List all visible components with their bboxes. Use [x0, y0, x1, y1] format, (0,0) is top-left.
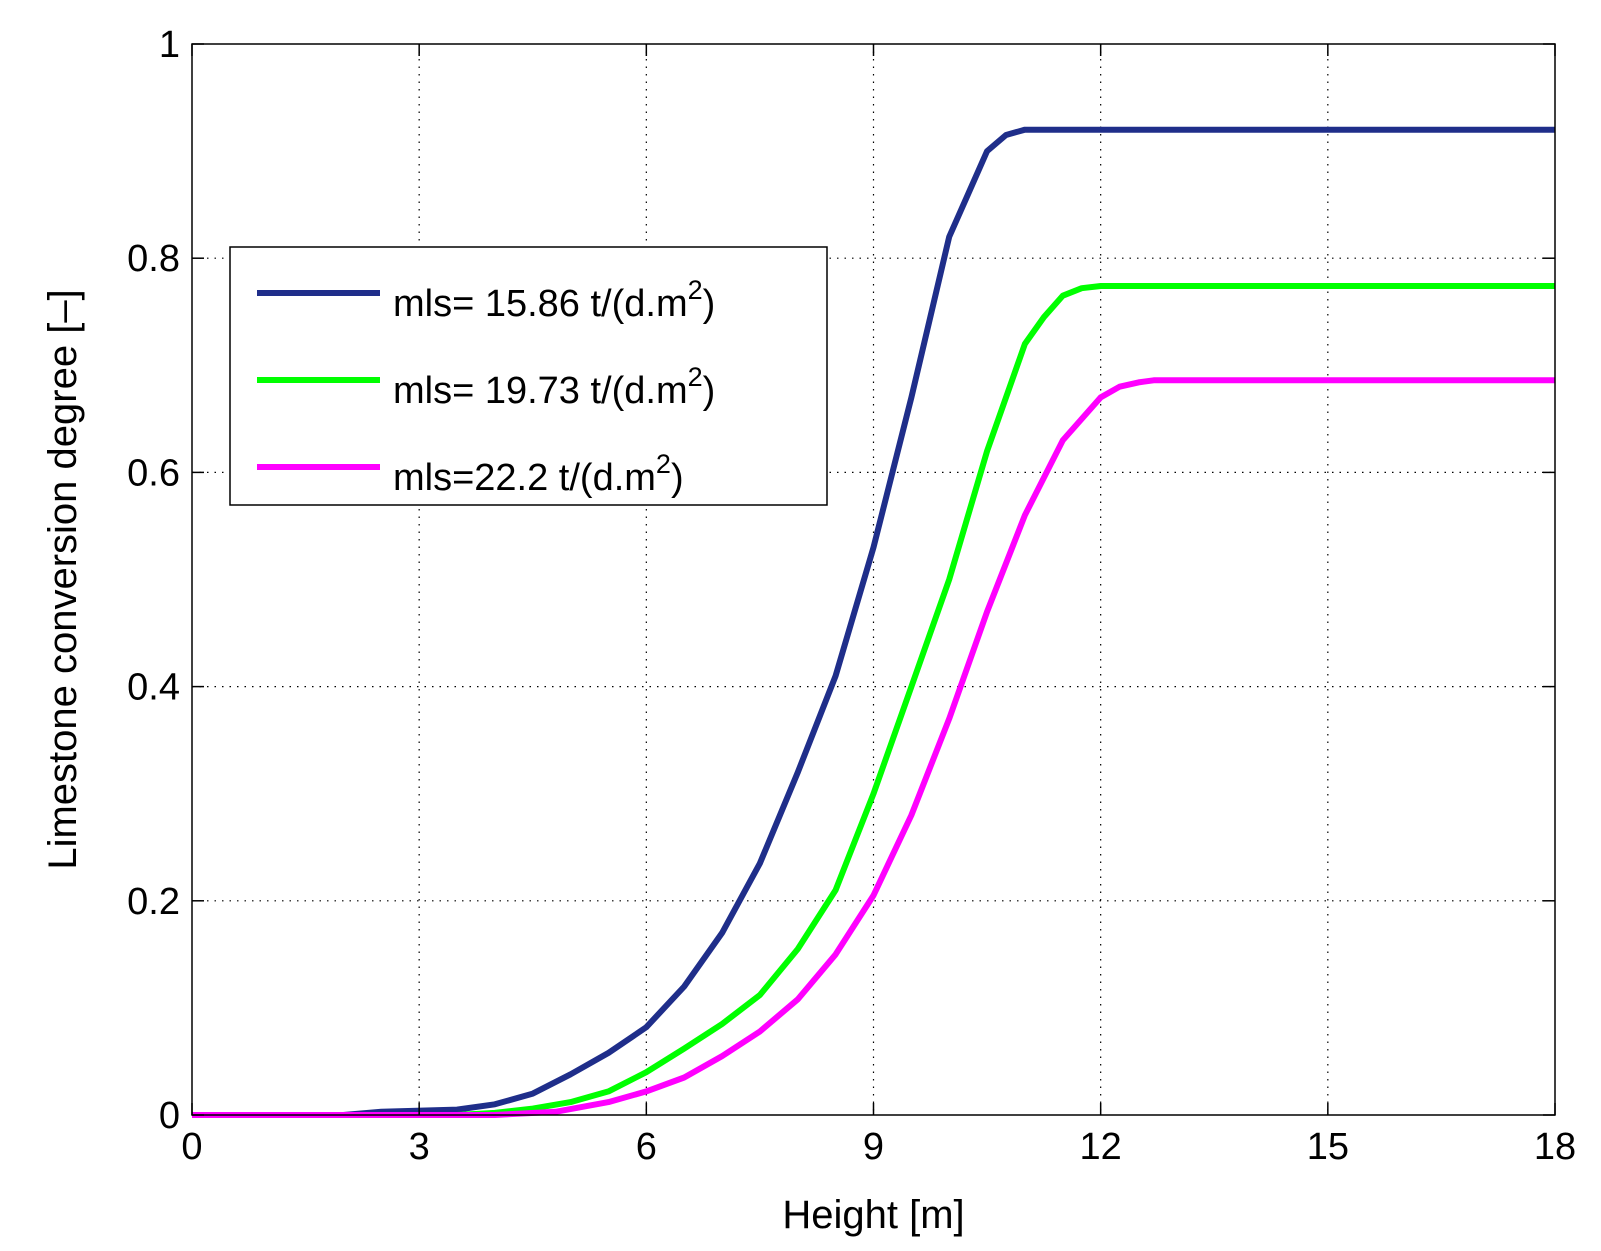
y-tick-label: 0.6 [127, 452, 180, 494]
axis-ticks: 0 3 6 9 12 15 18 0 0.2 0.4 0.6 0.8 1 [127, 24, 1576, 1168]
legend-label-3: mls=22.2 t/(d.m2) [393, 449, 684, 499]
x-tick-label: 0 [181, 1126, 202, 1168]
x-tick-label: 9 [863, 1126, 884, 1168]
x-tick-label: 15 [1307, 1126, 1349, 1168]
series-lines [192, 126, 1555, 1118]
grid [192, 44, 1555, 1115]
series-line-1 [192, 126, 1555, 1118]
legend-label-1: mls= 15.86 t/(d.m2) [393, 275, 715, 325]
x-axis-title: Height [m] [782, 1193, 964, 1237]
legend: mls= 15.86 t/(d.m2) mls= 19.73 t/(d.m2) ml… [229, 246, 828, 506]
y-tick-label: 0.8 [127, 238, 180, 280]
y-tick-label: 1 [159, 24, 180, 66]
x-tick-label: 3 [409, 1126, 430, 1168]
x-tick-label: 6 [636, 1126, 657, 1168]
y-tick-label: 0 [159, 1095, 180, 1137]
x-tick-label: 18 [1534, 1126, 1576, 1168]
series-line-2 [192, 283, 1555, 1118]
y-axis-title: Limestone conversion degree [–] [41, 289, 85, 869]
x-tick-label: 12 [1080, 1126, 1122, 1168]
y-tick-label: 0.4 [127, 667, 180, 709]
legend-label-2: mls= 19.73 t/(d.m2) [393, 362, 715, 412]
y-tick-label: 0.2 [127, 881, 180, 923]
series-line-3 [192, 377, 1555, 1118]
